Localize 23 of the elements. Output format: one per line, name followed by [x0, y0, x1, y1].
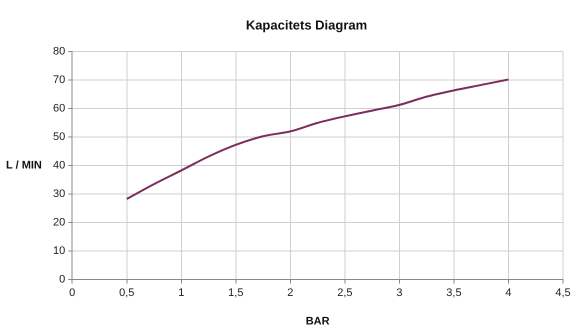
x-tick-label: 4 — [505, 287, 512, 300]
x-tick-label: 3 — [396, 287, 402, 300]
x-tick-label: 0,5 — [119, 287, 134, 300]
y-tick-label: 20 — [52, 216, 66, 229]
y-tick-label: 30 — [52, 188, 66, 200]
y-tick-label: 60 — [52, 102, 66, 115]
y-tick-label: 0 — [59, 274, 66, 286]
y-tick-label: 50 — [52, 131, 66, 144]
line-series — [126, 78, 510, 200]
x-tick-label: 2,5 — [337, 287, 353, 300]
x-tick-label: 3,5 — [446, 287, 462, 300]
x-tick-label: 0 — [69, 287, 76, 300]
x-tick-label: 1,5 — [228, 287, 244, 300]
x-axis-title: BAR — [306, 315, 330, 328]
chart-title: Kapacitets Diagram — [246, 17, 368, 32]
y-tick-label: 40 — [52, 160, 66, 172]
y-tick-label: 70 — [52, 74, 66, 86]
x-tick-label: 1 — [178, 287, 184, 300]
y-tick-label: 80 — [52, 46, 66, 58]
x-tick-label: 2 — [287, 287, 294, 300]
y-axis-title: L / MIN — [6, 160, 42, 172]
y-tick-label: 10 — [52, 245, 66, 258]
x-tick-label: 4,5 — [555, 287, 571, 300]
